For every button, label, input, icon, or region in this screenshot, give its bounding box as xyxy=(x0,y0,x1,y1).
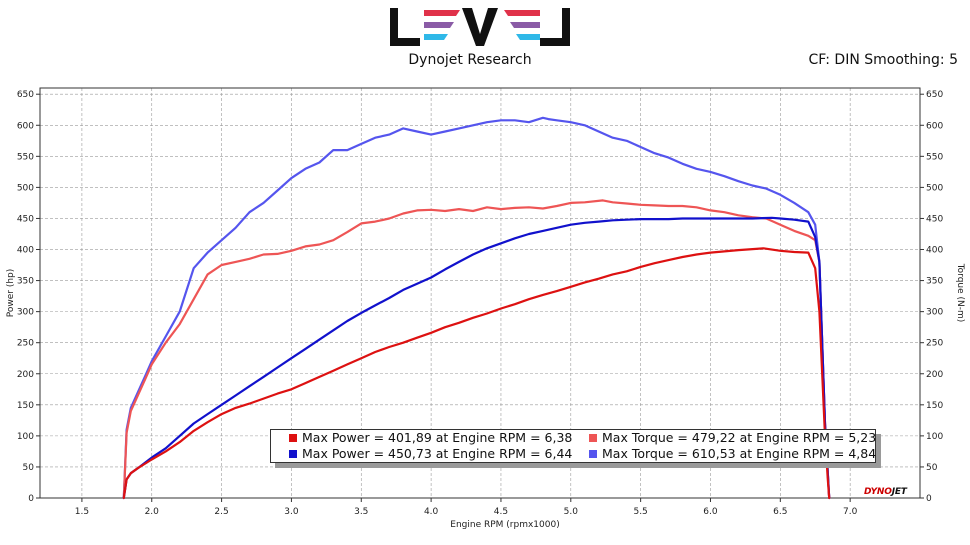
axis-labels: 0 0 50 50 100 100 150 150 200 200 250 250 300 300 350 3… xyxy=(6,90,965,530)
legend-swatch xyxy=(289,434,297,442)
badge-prefix: DYNO xyxy=(864,487,892,497)
y2-tick-label: 150 xyxy=(926,401,943,411)
logo-letter-l xyxy=(390,8,420,46)
x-tick-label: 6.0 xyxy=(703,507,718,517)
x-tick-label: 4.5 xyxy=(494,507,508,517)
y2-tick-label: 450 xyxy=(926,214,943,224)
series-line-4 xyxy=(122,247,831,500)
y-tick-label: 0 xyxy=(28,494,34,504)
legend-text: Max Torque = 479,22 at Engine RPM = 5,23 xyxy=(602,430,877,445)
x-tick-label: 4.0 xyxy=(424,507,439,517)
legend: Max Power = 401,89 at Engine RPM = 6,38 … xyxy=(270,429,876,463)
y-tick-label: 50 xyxy=(23,463,35,473)
y-tick-label: 200 xyxy=(17,370,34,380)
badge-suffix: JET xyxy=(891,487,907,497)
cf-smoothing-label: CF: DIN Smoothing: 5 xyxy=(808,52,958,68)
legend-text: Max Power = 450,73 at Engine RPM = 6,44 xyxy=(302,446,573,461)
legend-swatch xyxy=(289,450,297,458)
x-tick-label: 3.0 xyxy=(284,507,299,517)
y2-tick-label: 100 xyxy=(926,432,943,442)
legend-item-power-2: Max Power = 450,73 at Engine RPM = 6,44 xyxy=(289,446,572,462)
x-tick-label: 3.5 xyxy=(354,507,368,517)
axes xyxy=(36,87,924,502)
y-axis-title: Power (hp) xyxy=(6,269,16,318)
legend-text: Max Power = 401,89 at Engine RPM = 6,38 xyxy=(302,430,573,445)
y-tick-label: 150 xyxy=(17,401,34,411)
y-tick-label: 550 xyxy=(17,152,34,162)
legend-item-torque-1: Max Torque = 479,22 at Engine RPM = 5,23 xyxy=(589,430,876,446)
x-tick-label: 5.5 xyxy=(633,507,647,517)
x-tick-label: 5.0 xyxy=(564,507,579,517)
legend-swatch xyxy=(589,450,597,458)
y2-axis-title: Torque (N-m) xyxy=(955,263,965,323)
y-tick-label: 450 xyxy=(17,214,34,224)
x-tick-label: 2.0 xyxy=(145,507,160,517)
x-tick-label: 7.0 xyxy=(843,507,858,517)
y2-tick-label: 500 xyxy=(926,183,943,193)
y-tick-label: 500 xyxy=(17,183,34,193)
legend-swatch xyxy=(589,434,597,442)
y2-tick-label: 650 xyxy=(926,90,943,100)
y2-tick-label: 300 xyxy=(926,308,943,318)
y-tick-label: 400 xyxy=(17,246,34,256)
y2-tick-label: 350 xyxy=(926,277,943,287)
x-axis-title: Engine RPM (rpmx1000) xyxy=(450,520,559,530)
y2-tick-label: 0 xyxy=(926,494,932,504)
y-tick-label: 300 xyxy=(17,308,34,318)
series-line-1 xyxy=(122,116,831,500)
y-tick-label: 250 xyxy=(17,339,34,349)
y2-tick-label: 200 xyxy=(926,370,943,380)
plot-frame xyxy=(39,87,921,499)
logo-stripes-left xyxy=(424,10,460,40)
legend-item-torque-2: Max Torque = 610,53 at Engine RPM = 4,84 xyxy=(589,446,876,462)
legend-row-2: Max Power = 450,73 at Engine RPM = 6,44 … xyxy=(271,446,876,462)
x-tick-label: 2.5 xyxy=(214,507,228,517)
level-logo xyxy=(390,8,570,46)
series-lines xyxy=(122,116,831,500)
x-tick-label: 6.5 xyxy=(773,507,787,517)
x-tick-label: 1.5 xyxy=(75,507,89,517)
y-tick-label: 350 xyxy=(17,277,34,287)
logo-letter-l-mirrored xyxy=(540,8,570,46)
y2-tick-label: 550 xyxy=(926,152,943,162)
legend-row-1: Max Power = 401,89 at Engine RPM = 6,38 … xyxy=(271,430,876,446)
y2-tick-label: 250 xyxy=(926,339,943,349)
y2-tick-label: 600 xyxy=(926,121,943,131)
y-tick-label: 100 xyxy=(17,432,34,442)
logo-stripes-right xyxy=(504,10,540,40)
legend-text: Max Torque = 610,53 at Engine RPM = 4,84 xyxy=(602,446,877,461)
y2-tick-label: 400 xyxy=(926,246,943,256)
logo-letter-v xyxy=(462,8,498,46)
y-tick-label: 650 xyxy=(17,90,34,100)
y2-tick-label: 50 xyxy=(926,463,938,473)
dynojet-badge: DYNOJET xyxy=(864,487,907,497)
y-tick-label: 600 xyxy=(17,121,34,131)
series-line-3 xyxy=(122,216,831,500)
header-title: Dynojet Research xyxy=(408,52,532,68)
legend-item-power-1: Max Power = 401,89 at Engine RPM = 6,38 xyxy=(289,430,572,446)
